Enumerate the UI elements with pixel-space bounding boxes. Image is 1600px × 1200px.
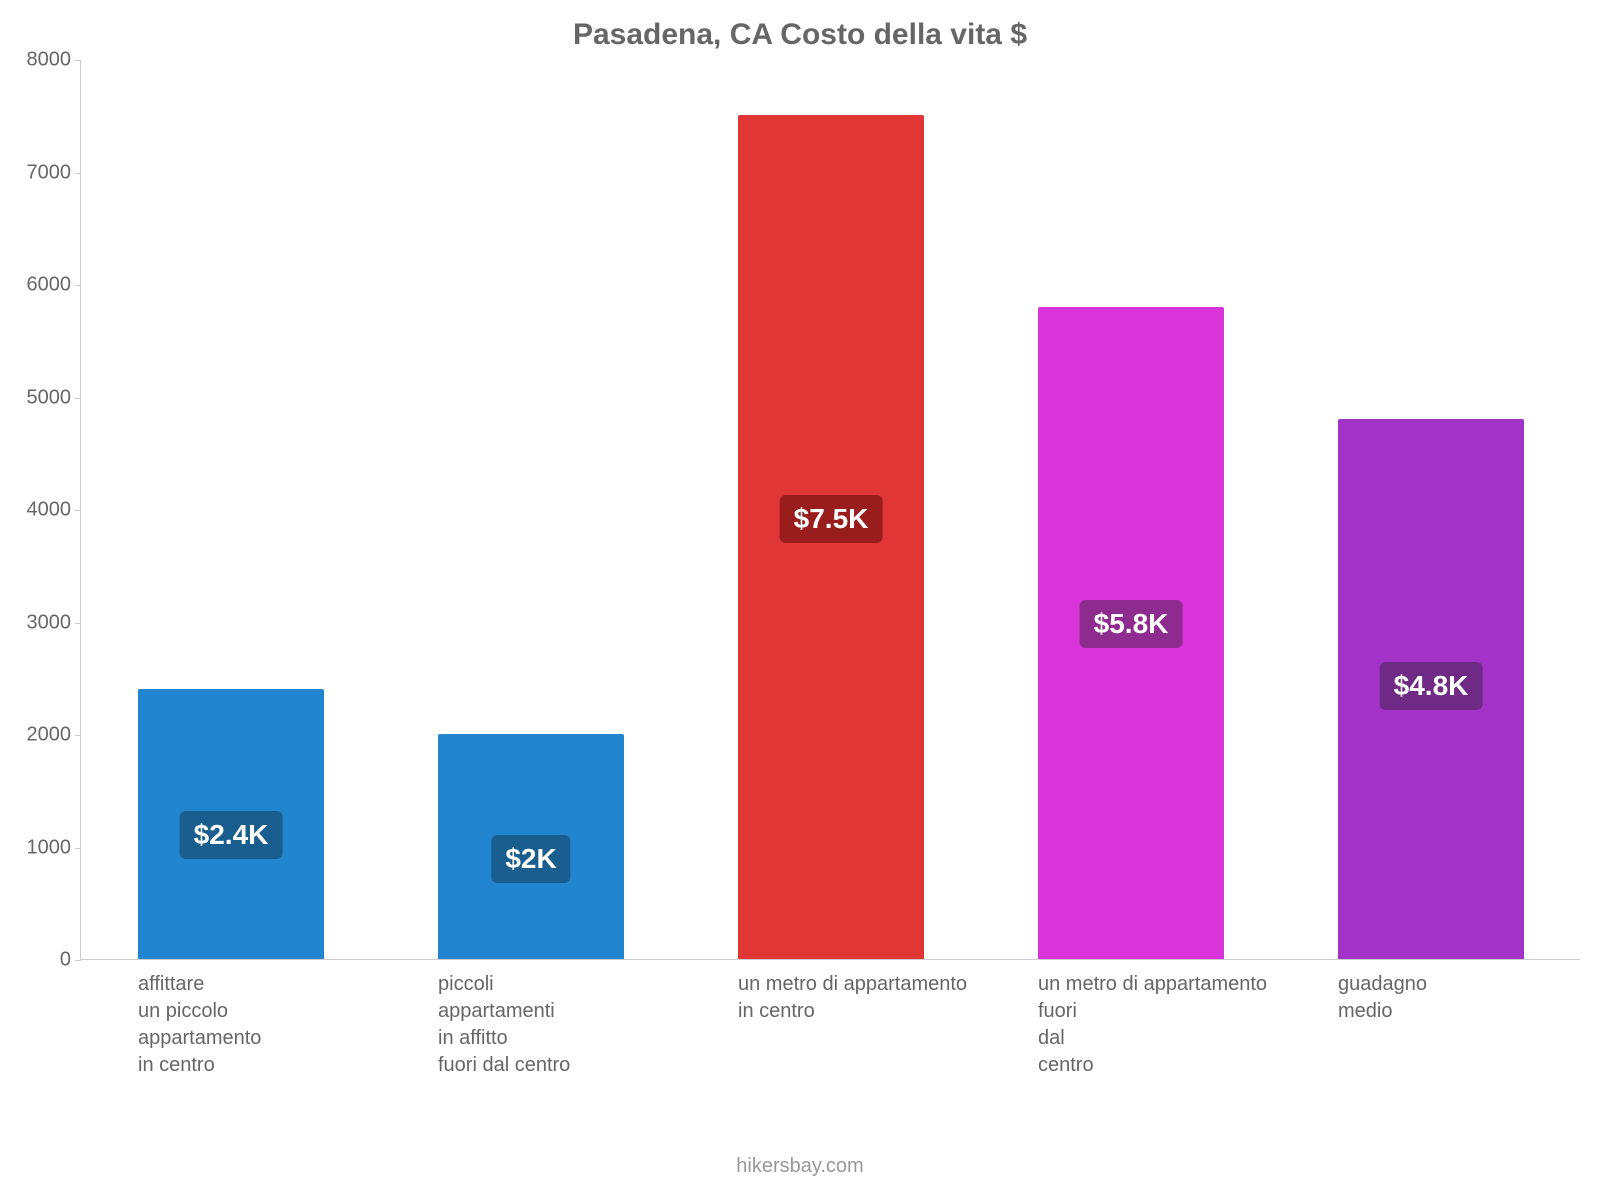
value-badge: $7.5K <box>780 495 883 543</box>
x-tick-label: affittare un piccolo appartamento in cen… <box>138 971 384 1079</box>
bar: $7.5K <box>738 115 924 959</box>
plot-area: 010002000300040005000600070008000$2.4Kaf… <box>80 60 1580 960</box>
x-tick-label: un metro di appartamento in centro <box>738 971 984 1025</box>
bar-slot: $7.5Kun metro di appartamento in centro <box>681 59 981 959</box>
bar: $5.8K <box>1038 307 1224 960</box>
bar: $4.8K <box>1338 419 1524 959</box>
x-tick-label: un metro di appartamento fuori dal centr… <box>1038 971 1284 1079</box>
y-tick-label: 0 <box>21 949 71 972</box>
chart-title: Pasadena, CA Costo della vita $ <box>0 18 1600 52</box>
y-tick-label: 6000 <box>21 274 71 297</box>
chart-footer: hikersbay.com <box>0 1155 1600 1178</box>
chart-container: Pasadena, CA Costo della vita $ 01000200… <box>0 0 1600 1200</box>
value-badge: $2K <box>491 835 570 883</box>
y-tick-label: 1000 <box>21 836 71 859</box>
y-tick-label: 5000 <box>21 386 71 409</box>
bar: $2.4K <box>138 689 324 959</box>
value-badge: $2.4K <box>180 811 283 859</box>
y-tick-label: 7000 <box>21 161 71 184</box>
bar-slot: $2.4Kaffittare un piccolo appartamento i… <box>81 59 381 959</box>
y-tick-label: 4000 <box>21 499 71 522</box>
bar-slot: $2Kpiccoli appartamenti in affitto fuori… <box>381 59 681 959</box>
bar: $2K <box>438 734 624 959</box>
value-badge: $4.8K <box>1380 662 1483 710</box>
y-tick-label: 2000 <box>21 724 71 747</box>
bar-slot: $5.8Kun metro di appartamento fuori dal … <box>981 59 1281 959</box>
bar-slot: $4.8Kguadagno medio <box>1281 59 1581 959</box>
x-tick-label: piccoli appartamenti in affitto fuori da… <box>438 971 684 1079</box>
y-tick-label: 8000 <box>21 49 71 72</box>
value-badge: $5.8K <box>1080 600 1183 648</box>
x-tick-label: guadagno medio <box>1338 971 1584 1025</box>
y-tick-mark <box>75 960 81 961</box>
y-tick-label: 3000 <box>21 611 71 634</box>
